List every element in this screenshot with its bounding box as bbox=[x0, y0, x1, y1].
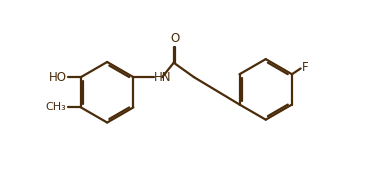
Text: F: F bbox=[302, 61, 309, 74]
Text: O: O bbox=[170, 32, 179, 45]
Text: CH₃: CH₃ bbox=[46, 102, 67, 112]
Text: HN: HN bbox=[154, 71, 172, 84]
Text: HO: HO bbox=[48, 71, 67, 84]
